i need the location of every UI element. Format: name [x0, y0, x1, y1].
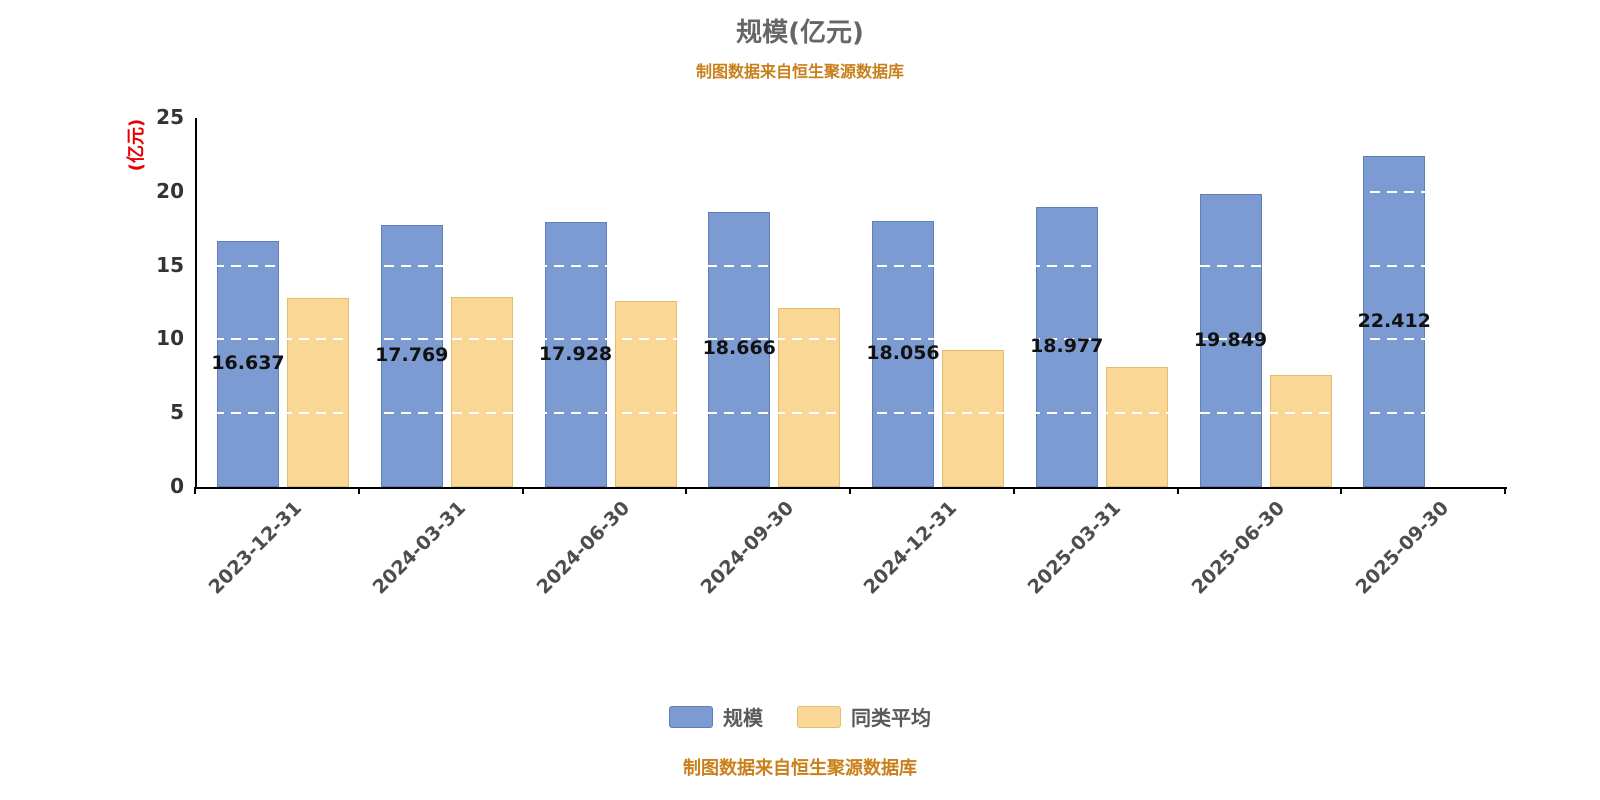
y-tick-label-10: 10	[156, 326, 184, 351]
x-axis-tick	[1504, 487, 1506, 494]
legend: 规模 同类平均	[0, 702, 1600, 731]
legend-swatch	[669, 705, 713, 728]
bar-value-label: 18.666	[702, 337, 776, 360]
x-axis-tick	[1340, 487, 1343, 494]
legend-label: 同类平均	[851, 706, 931, 730]
bar-同类平均-2025-06-30	[1269, 374, 1332, 487]
bar-规模-2025-09-30	[1363, 156, 1426, 487]
bar-规模-2023-12-31	[217, 241, 279, 487]
y-tick-label-15: 15	[156, 252, 184, 277]
bar-value-label: 17.769	[375, 343, 449, 366]
legend-label: 规模	[723, 706, 763, 730]
x-axis-tick	[194, 487, 196, 494]
bar-同类平均-2024-06-30	[614, 301, 677, 487]
x-axis-label-2024-03-31: 2024-03-31	[368, 497, 471, 599]
bar-同类平均-2024-03-31	[450, 296, 513, 487]
bar-value-label: 19.849	[1193, 328, 1268, 351]
bar-value-label: 18.056	[866, 341, 940, 364]
x-axis-label-2025-06-30: 2025-06-30	[1187, 497, 1289, 599]
x-axis-label-2023-12-31: 2023-12-31	[204, 497, 307, 599]
bar-同类平均-2024-12-31	[942, 349, 1004, 487]
source-note-top: 制图数据来自恒生聚源数据库	[695, 62, 904, 81]
x-axis-tick	[685, 487, 688, 494]
source-note-bottom: 制图数据来自恒生聚源数据库	[683, 758, 917, 779]
bar-同类平均-2025-03-31	[1105, 367, 1168, 487]
legend-swatch	[797, 705, 841, 728]
gridline-25	[197, 117, 1507, 119]
bar-规模-2025-03-31	[1035, 206, 1098, 487]
x-axis-tick	[1176, 487, 1179, 494]
gridline-25	[197, 117, 1507, 119]
gridline-20	[197, 190, 1507, 193]
x-axis-label-2024-09-30: 2024-09-30	[696, 497, 798, 599]
y-tick-label-25: 25	[156, 105, 184, 129]
gridline-20	[197, 190, 1507, 193]
bar-value-label: 18.977	[1030, 334, 1104, 357]
x-axis-tick	[357, 487, 360, 494]
legend-item-同类平均[interactable]: 同类平均	[797, 702, 931, 731]
bar-value-label: 22.412	[1357, 309, 1431, 332]
bar-同类平均-2023-12-31	[287, 298, 349, 487]
y-tick-label-20: 20	[156, 178, 184, 203]
x-axis-label-2025-03-31: 2025-03-31	[1023, 497, 1126, 599]
bar-同类平均-2024-09-30	[778, 308, 841, 487]
bar-value-label: 16.637	[211, 352, 285, 375]
y-tick-label-5: 5	[170, 400, 184, 425]
x-axis-tick	[521, 487, 524, 494]
x-axis-tick	[1012, 487, 1015, 494]
x-axis-label-2024-12-31: 2024-12-31	[859, 497, 962, 599]
bar-规模-2025-06-30	[1199, 194, 1262, 487]
bar-value-label: 17.928	[538, 342, 613, 365]
bar-规模-2024-09-30	[708, 211, 771, 487]
x-axis-label-2024-06-30: 2024-06-30	[532, 497, 634, 599]
x-axis-tick	[849, 487, 851, 494]
chart-title: 规模(亿元)	[736, 18, 864, 48]
bar-规模-2024-03-31	[380, 224, 443, 487]
legend-item-规模[interactable]: 规模	[669, 702, 763, 731]
y-tick-label-0: 0	[170, 474, 184, 498]
plot-area: 16.637 17.769 17.928 18.666 18.056 18.977 19.8…	[195, 117, 1507, 489]
x-axis-label-2025-09-30: 2025-09-30	[1351, 497, 1453, 599]
